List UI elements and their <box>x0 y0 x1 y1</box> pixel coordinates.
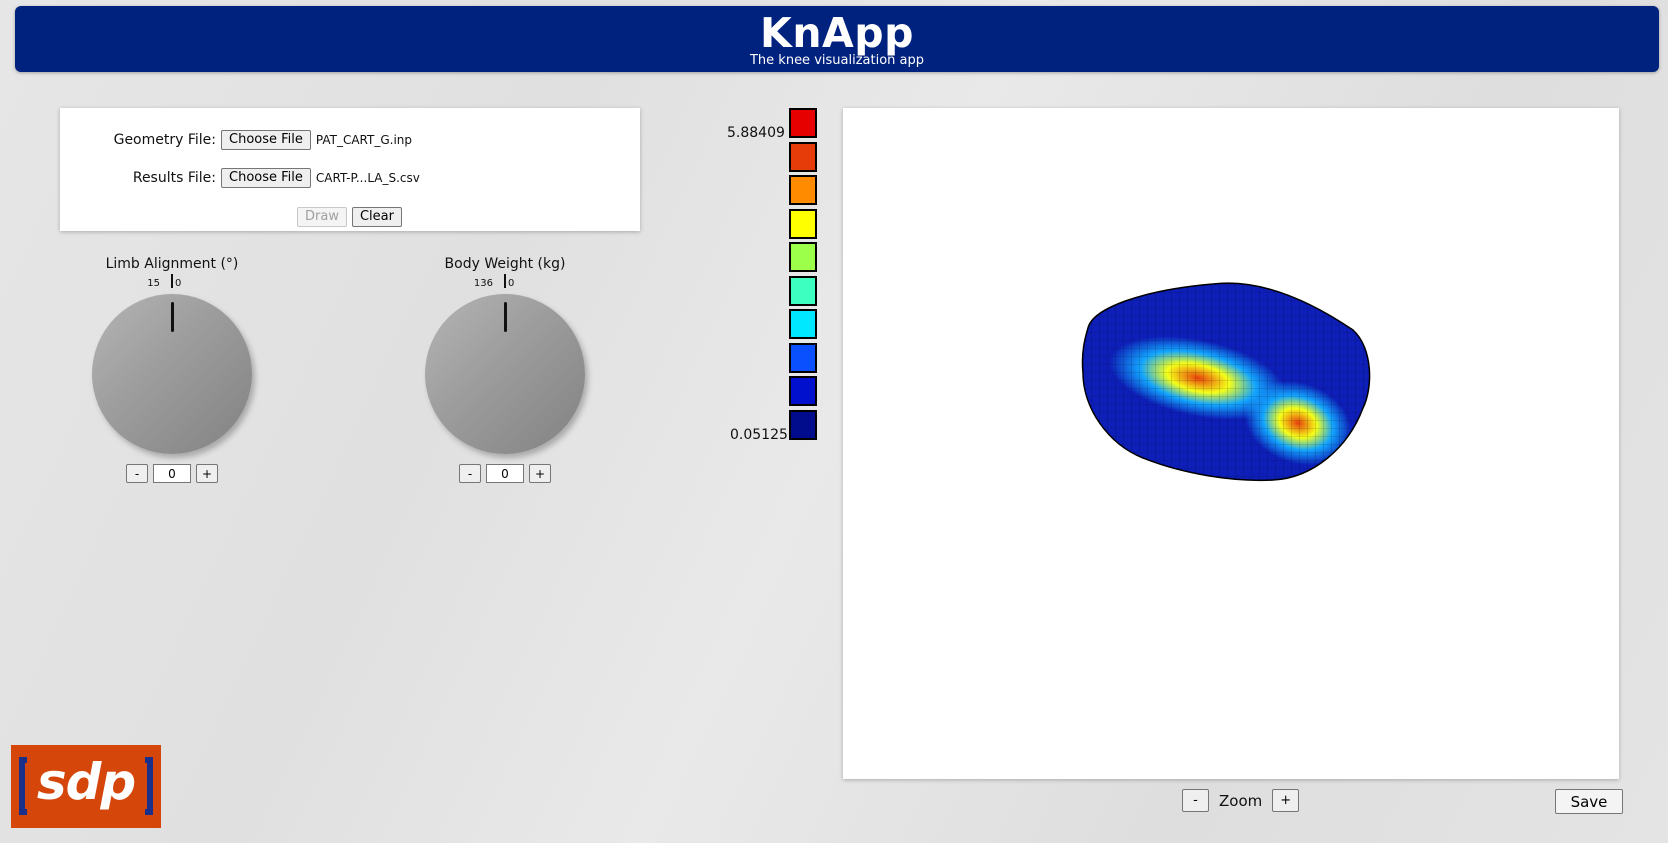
limb-alignment-pointer <box>171 302 174 332</box>
body-weight-stepper: - + <box>385 464 625 483</box>
legend-min-value: 0.05125 <box>730 427 788 443</box>
logo-left-bracket <box>19 757 27 815</box>
legend-swatch-4 <box>789 208 817 239</box>
limb-alignment-stepper: - + <box>52 464 292 483</box>
legend-swatch-7 <box>789 309 817 339</box>
limb-alignment-title: Limb Alignment (°) <box>105 256 239 272</box>
app-title: KnApp <box>760 9 914 57</box>
results-file-row: Results File: Choose File CART-P...LA_S.… <box>60 168 420 188</box>
body-weight-scale: 136 0 <box>385 274 625 294</box>
mesh-viewer[interactable] <box>843 108 1619 779</box>
limb-value-input[interactable] <box>153 464 191 483</box>
clear-button[interactable]: Clear <box>351 207 402 227</box>
body-weight-control: Body Weight (kg) 136 0 - + <box>385 254 625 483</box>
geometry-file-row: Geometry File: Choose File PAT_CART_G.in… <box>60 130 412 150</box>
body-weight-title: Body Weight (kg) <box>444 256 566 272</box>
body-weight-knob[interactable] <box>425 294 585 454</box>
body-weight-pointer <box>504 302 507 332</box>
legend-swatch-1 <box>789 108 817 138</box>
knee-cartilage-mesh <box>1081 282 1371 482</box>
sdp-logo: sdp <box>11 745 161 828</box>
limb-decrement-button[interactable]: - <box>126 464 148 483</box>
save-button[interactable]: Save <box>1555 789 1623 814</box>
limb-alignment-knob[interactable] <box>92 294 252 454</box>
legend-swatch-5 <box>789 242 817 272</box>
limb-alignment-min: 15 <box>147 278 160 289</box>
mesh-outline <box>1081 282 1371 482</box>
file-panel: Geometry File: Choose File PAT_CART_G.in… <box>60 108 640 231</box>
body-weight-max: 0 <box>508 278 515 289</box>
results-file-name: CART-P...LA_S.csv <box>315 171 420 185</box>
legend-swatch-2 <box>789 141 817 172</box>
logo-right-bracket <box>145 757 153 815</box>
legend-swatch-3 <box>789 175 817 205</box>
legend-swatch-8 <box>789 342 817 373</box>
draw-button[interactable]: Draw <box>297 207 347 227</box>
body-weight-tick <box>504 274 506 288</box>
app-subtitle: The knee visualization app <box>749 53 924 68</box>
weight-decrement-button[interactable]: - <box>459 464 481 483</box>
geometry-file-name: PAT_CART_G.inp <box>315 133 413 147</box>
color-legend <box>789 108 817 443</box>
action-buttons: Draw Clear <box>297 207 402 227</box>
logo-text: sdp <box>36 753 136 811</box>
geometry-file-label: Geometry File: <box>113 132 216 148</box>
limb-alignment-control: Limb Alignment (°) 15 0 - + <box>52 254 292 483</box>
legend-swatch-6 <box>789 275 817 306</box>
legend-max-value: 5.88409 <box>727 125 785 141</box>
limb-increment-button[interactable]: + <box>196 464 218 483</box>
limb-alignment-scale: 15 0 <box>52 274 292 294</box>
legend-swatch-10 <box>789 409 817 440</box>
mesh-grid <box>1082 283 1370 481</box>
zoom-controls: - Zoom + <box>1182 789 1300 812</box>
geometry-choose-file-button[interactable]: Choose File <box>221 130 311 150</box>
weight-increment-button[interactable]: + <box>529 464 551 483</box>
results-choose-file-button[interactable]: Choose File <box>221 168 311 188</box>
app-header: KnApp The knee visualization app <box>15 6 1659 72</box>
zoom-label: Zoom <box>1219 791 1263 810</box>
limb-alignment-tick <box>171 274 173 288</box>
results-file-label: Results File: <box>132 170 216 186</box>
zoom-out-button[interactable]: - <box>1182 789 1209 812</box>
weight-value-input[interactable] <box>486 464 524 483</box>
legend-swatch-9 <box>789 376 817 406</box>
zoom-in-button[interactable]: + <box>1272 789 1300 812</box>
limb-alignment-max: 0 <box>175 278 182 289</box>
body-weight-min: 136 <box>473 278 493 289</box>
